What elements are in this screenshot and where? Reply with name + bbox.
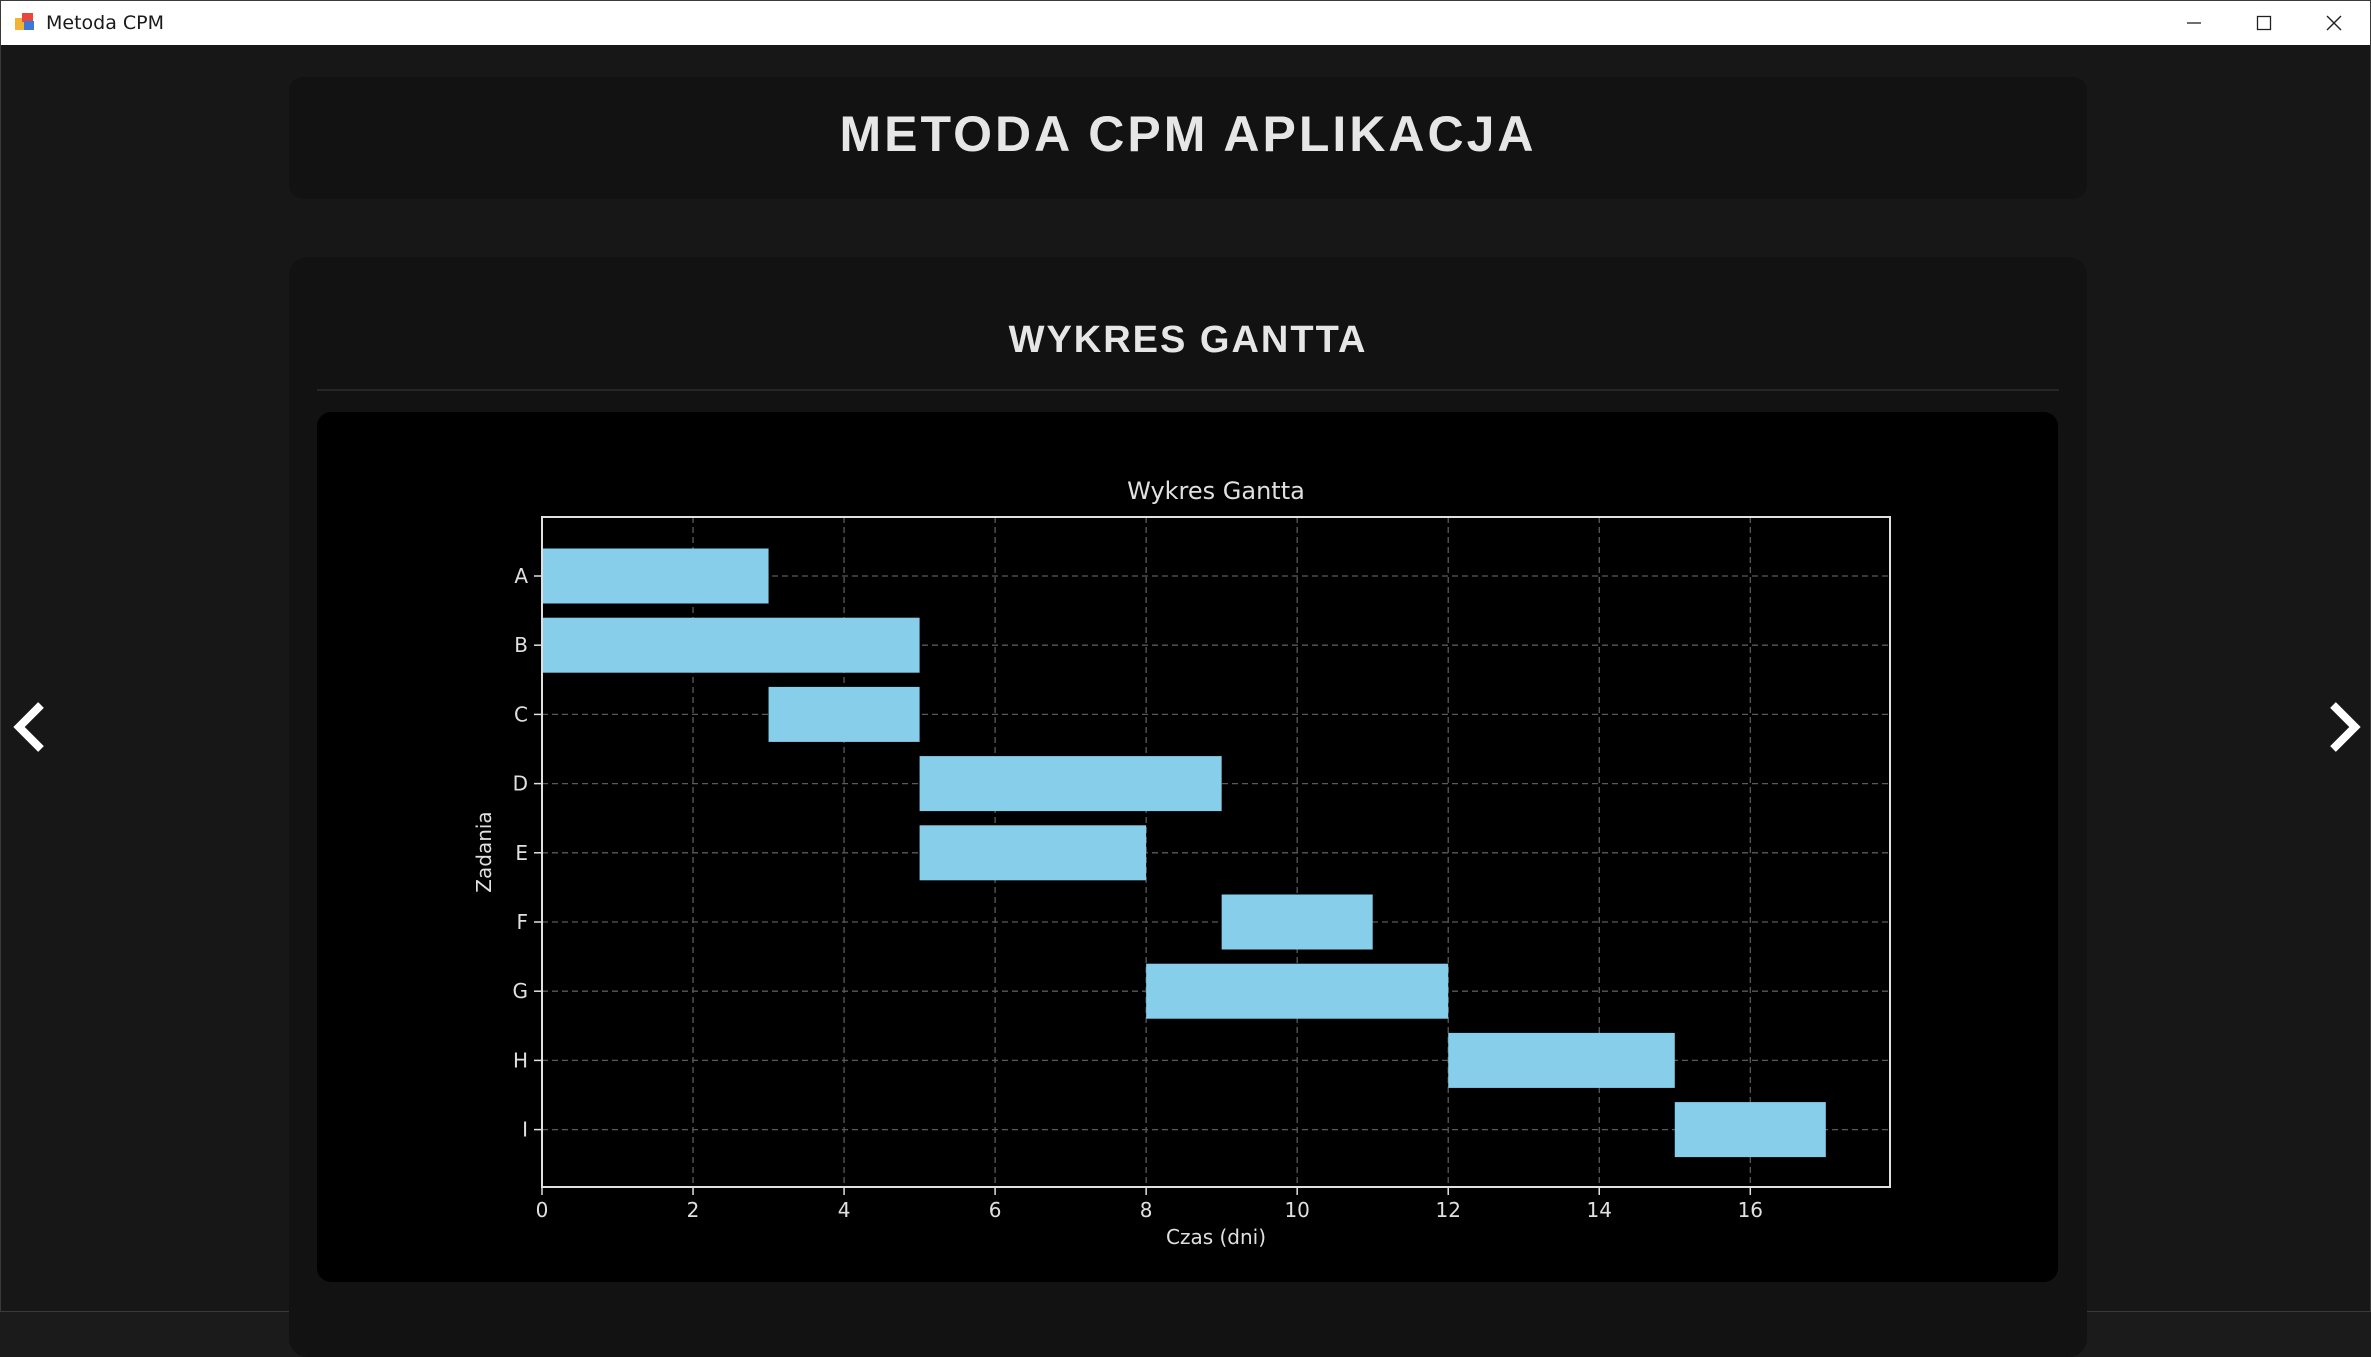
app-heading: METODA CPM APLIKACJA	[839, 106, 1537, 162]
x-tick-label: 6	[989, 1198, 1002, 1222]
gantt-chart: 0 2 4 6 8 10 12 14 16 A B C D E F G H I Wykres Gantta Cza…	[472, 477, 1891, 1249]
app-icon	[15, 13, 34, 30]
gantt-bar-f	[1221, 894, 1373, 950]
y-tick-label: H	[513, 1048, 528, 1072]
minimize-button[interactable]	[2159, 1, 2229, 45]
y-tick-label: D	[513, 772, 528, 796]
gantt-section: WYKRES GANTTA 0 2 4 6 8 10 12 14 16 A B C D E F G H I Wyk…	[289, 257, 2087, 1357]
x-tick-label: 2	[687, 1198, 700, 1222]
y-axis-label: Zadania	[472, 811, 496, 892]
section-heading: WYKRES GANTTA	[1008, 319, 1368, 361]
y-tick-label: C	[514, 702, 528, 726]
header-card: METODA CPM APLIKACJA	[289, 77, 2087, 199]
title-bar[interactable]: Metoda CPM	[1, 1, 2370, 45]
chevron-right-icon	[2330, 702, 2361, 752]
gantt-bar-c	[768, 686, 920, 742]
y-tick-label: F	[516, 910, 528, 934]
next-button[interactable]	[2320, 697, 2370, 757]
y-tick-label: B	[514, 633, 528, 657]
gantt-bar-i	[1674, 1102, 1826, 1158]
x-tick-label: 0	[536, 1198, 549, 1222]
x-tick-label: 16	[1738, 1198, 1763, 1222]
gantt-bar-a	[542, 548, 769, 604]
minimize-icon	[2187, 22, 2201, 24]
divider	[317, 389, 2059, 391]
y-tick-label: I	[522, 1118, 528, 1142]
chart-title: Wykres Gantta	[1127, 477, 1305, 505]
x-tick-label: 12	[1435, 1198, 1460, 1222]
x-tick-label: 4	[838, 1198, 851, 1222]
plot-frame	[541, 516, 1891, 1188]
gantt-bar-b	[542, 617, 920, 673]
chevron-left-icon	[13, 702, 44, 752]
gantt-bar-h	[1448, 1032, 1675, 1088]
chart-panel: 0 2 4 6 8 10 12 14 16 A B C D E F G H I Wykres Gantta Cza…	[317, 412, 2058, 1282]
gantt-bar-g	[1146, 963, 1449, 1019]
gantt-bar-e	[919, 825, 1147, 881]
x-tick-label: 8	[1140, 1198, 1153, 1222]
main-content: METODA CPM APLIKACJA WYKRES GANTTA 0 2 4 6 8…	[2, 45, 2370, 1357]
x-axis-label: Czas (dni)	[1166, 1225, 1266, 1249]
y-tick-label: G	[513, 979, 529, 1003]
prev-button[interactable]	[4, 697, 54, 757]
x-tick-label: 10	[1284, 1198, 1309, 1222]
gantt-bar-d	[919, 756, 1222, 812]
y-tick-label: A	[514, 564, 528, 588]
x-tick-label: 14	[1587, 1198, 1612, 1222]
app-window: Metoda CPM METODA CPM APLIKACJA WYKRES G…	[0, 0, 2371, 1312]
close-button[interactable]	[2299, 1, 2369, 45]
maximize-icon	[2256, 15, 2272, 31]
maximize-button[interactable]	[2229, 1, 2299, 45]
y-tick-label: E	[515, 841, 528, 865]
window-title: Metoda CPM	[46, 12, 165, 34]
close-icon	[2326, 15, 2342, 31]
